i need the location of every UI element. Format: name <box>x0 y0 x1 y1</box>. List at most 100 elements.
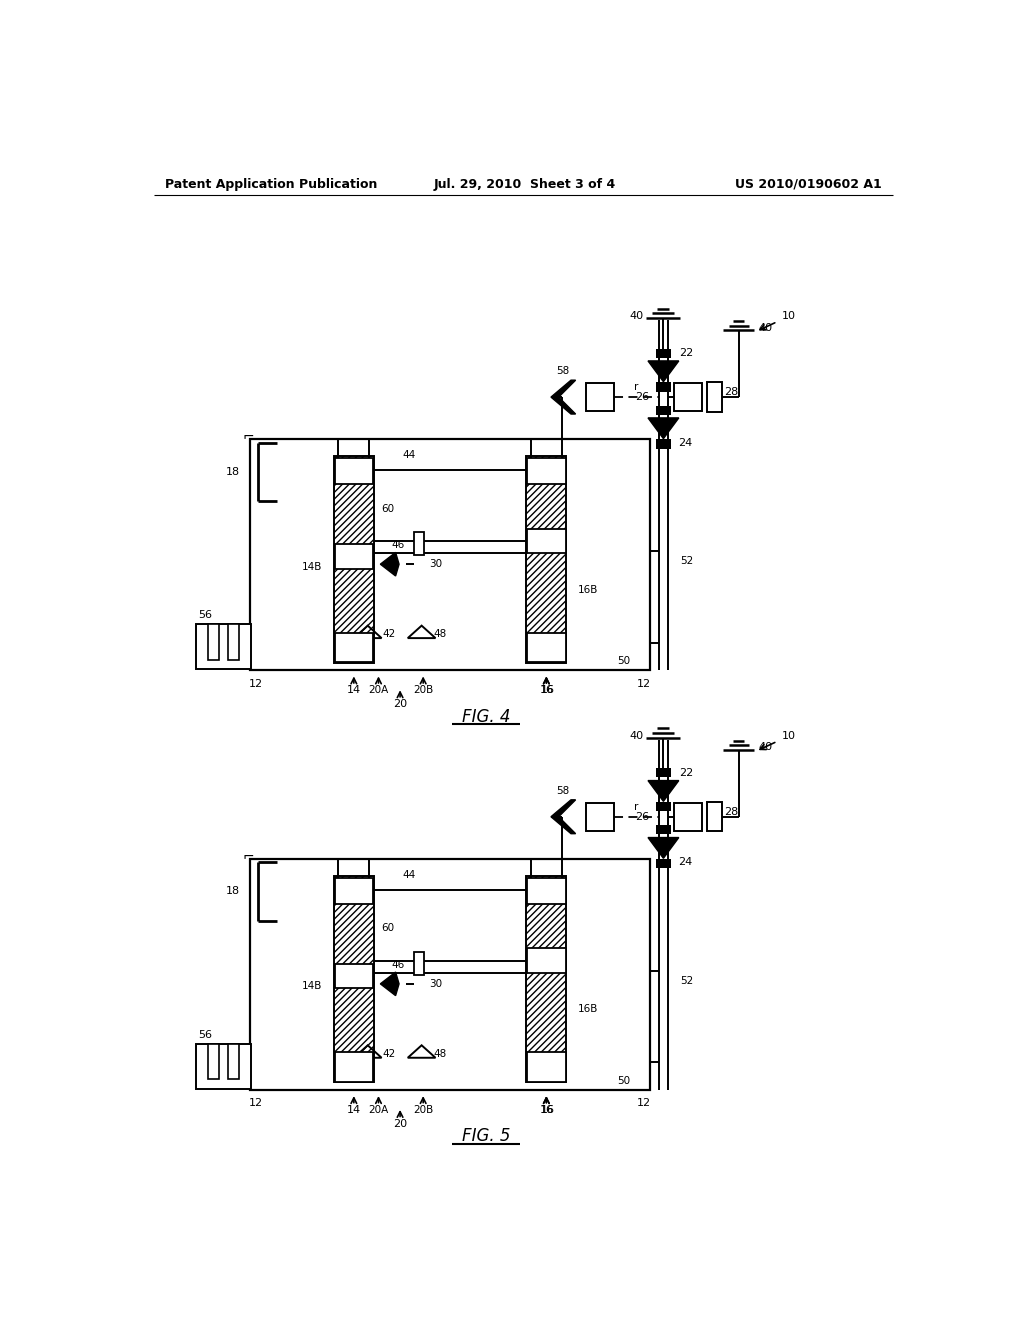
Bar <box>655 383 671 392</box>
Bar <box>587 383 614 411</box>
Bar <box>196 1044 252 1089</box>
Text: 18: 18 <box>226 467 240 477</box>
Bar <box>335 632 373 663</box>
Bar <box>655 825 671 834</box>
Bar <box>335 878 373 904</box>
Text: 58: 58 <box>557 785 570 796</box>
Text: 24: 24 <box>678 857 692 867</box>
Polygon shape <box>648 838 679 858</box>
Text: 16C: 16C <box>538 643 555 652</box>
Bar <box>228 624 240 660</box>
Bar <box>526 876 566 1082</box>
Text: 44: 44 <box>402 870 416 879</box>
Text: 28: 28 <box>724 807 738 817</box>
Text: 26: 26 <box>635 392 649 403</box>
Bar <box>655 348 671 358</box>
Text: 60: 60 <box>381 924 394 933</box>
Text: 48: 48 <box>433 1049 446 1059</box>
Bar <box>527 529 565 553</box>
Bar <box>655 440 671 449</box>
Text: 46: 46 <box>392 960 406 970</box>
Bar <box>674 803 701 830</box>
Text: 20A: 20A <box>369 1105 389 1115</box>
Bar <box>707 383 722 412</box>
Text: 14D: 14D <box>345 972 362 981</box>
Text: 16: 16 <box>541 1105 555 1115</box>
Text: 50: 50 <box>616 1076 630 1086</box>
Text: 20B: 20B <box>413 685 433 696</box>
Bar <box>208 1044 219 1080</box>
Bar <box>196 624 252 669</box>
Text: 40: 40 <box>630 731 643 741</box>
Text: 16B: 16B <box>578 1005 598 1014</box>
Bar <box>334 876 374 1082</box>
Text: 16D: 16D <box>538 956 556 965</box>
Text: 12: 12 <box>637 1098 651 1109</box>
Bar <box>527 1052 565 1081</box>
Text: r: r <box>634 801 639 812</box>
Bar <box>414 952 424 974</box>
Text: ⌐: ⌐ <box>243 849 254 863</box>
Text: 14: 14 <box>347 685 360 696</box>
Polygon shape <box>551 380 575 414</box>
Text: US 2010/0190602 A1: US 2010/0190602 A1 <box>734 178 882 190</box>
Polygon shape <box>648 418 679 438</box>
Text: 14A: 14A <box>345 643 362 652</box>
Bar <box>335 964 373 989</box>
Bar <box>526 457 566 663</box>
Text: 16C: 16C <box>538 1063 555 1072</box>
Bar <box>334 457 374 663</box>
Text: FIG. 5: FIG. 5 <box>462 1127 511 1146</box>
Bar <box>414 532 424 554</box>
Bar <box>335 458 373 484</box>
Text: 58: 58 <box>557 366 570 376</box>
Text: 14C: 14C <box>345 466 362 475</box>
Bar <box>335 1052 373 1081</box>
Polygon shape <box>648 780 679 801</box>
Text: 40: 40 <box>630 312 643 321</box>
Text: FIG. 4: FIG. 4 <box>462 708 511 726</box>
Bar <box>250 859 650 1090</box>
Polygon shape <box>380 552 399 576</box>
Text: ⌐: ⌐ <box>243 429 254 444</box>
Text: 16B: 16B <box>578 585 598 594</box>
Text: 14C: 14C <box>345 886 362 895</box>
Bar <box>335 544 373 569</box>
Bar <box>707 803 722 832</box>
Polygon shape <box>551 800 575 834</box>
Text: 12: 12 <box>249 678 263 689</box>
Text: 22: 22 <box>679 348 693 358</box>
Text: 56: 56 <box>199 610 212 620</box>
Polygon shape <box>380 972 399 995</box>
Text: 16A: 16A <box>538 886 555 895</box>
Bar <box>527 949 565 973</box>
Text: 16: 16 <box>540 1105 553 1115</box>
Text: 52: 52 <box>680 556 693 566</box>
Text: 44: 44 <box>402 450 416 459</box>
Text: Patent Application Publication: Patent Application Publication <box>165 178 378 190</box>
Text: 10: 10 <box>782 312 796 321</box>
Text: Jul. 29, 2010  Sheet 3 of 4: Jul. 29, 2010 Sheet 3 of 4 <box>434 178 615 190</box>
Text: 20: 20 <box>393 1119 408 1129</box>
Bar <box>527 632 565 663</box>
Bar <box>208 624 219 660</box>
Text: 10: 10 <box>782 731 796 741</box>
Text: 14B: 14B <box>302 561 323 572</box>
Text: 42: 42 <box>383 1049 396 1059</box>
Text: 42: 42 <box>383 630 396 639</box>
Text: 14B: 14B <box>302 981 323 991</box>
Bar <box>655 803 671 812</box>
Text: 12: 12 <box>637 678 651 689</box>
Text: 20A: 20A <box>369 685 389 696</box>
Text: 28: 28 <box>724 388 738 397</box>
Text: 52: 52 <box>680 975 693 986</box>
Text: 12: 12 <box>249 1098 263 1109</box>
Bar <box>587 803 614 830</box>
Text: 30: 30 <box>429 979 442 989</box>
Text: 16: 16 <box>541 685 555 696</box>
Text: 14D: 14D <box>345 552 362 561</box>
Text: 16D: 16D <box>538 537 556 545</box>
Text: 20: 20 <box>393 700 408 709</box>
Text: 40: 40 <box>758 323 772 333</box>
Bar <box>527 878 565 904</box>
